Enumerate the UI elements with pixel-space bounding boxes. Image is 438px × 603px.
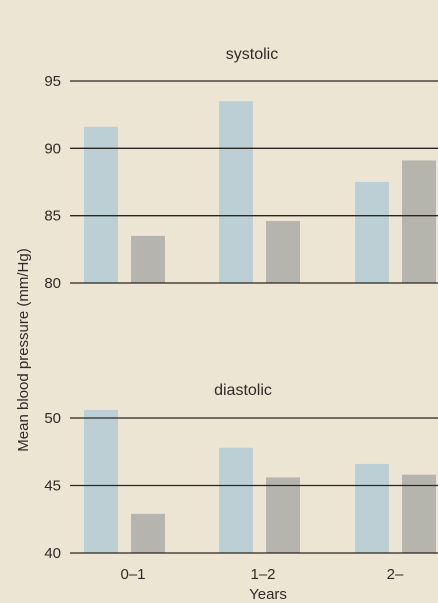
systolic-bar-0-1-series-1: [84, 126, 118, 283]
systolic-bar-0-1-series-2: [131, 235, 165, 283]
systolic-panel-title: systolic: [226, 46, 278, 63]
diastolic-bar-2-plus-series-2: [402, 474, 436, 553]
y-axis-label: Mean blood pressure (mm/Hg): [15, 248, 32, 451]
diastolic-y-tick-label-50: 50: [44, 410, 61, 427]
diastolic-bar-1-2-series-1: [219, 447, 253, 553]
diastolic-bar-0-1-series-2: [131, 513, 165, 553]
systolic-y-tick-label-85: 85: [44, 208, 61, 225]
systolic-bar-2-plus-series-2: [402, 160, 436, 283]
diastolic-bar-0-1-series-1: [84, 409, 118, 553]
systolic-y-tick-label-80: 80: [44, 275, 61, 292]
systolic-bar-1-2-series-1: [219, 101, 253, 283]
x-tick-label-1-2: 1–2: [250, 566, 275, 583]
diastolic-bar-2-plus-series-1: [355, 463, 389, 553]
systolic-bar-1-2-series-2: [266, 221, 300, 283]
systolic-panel: systolic 80 85 90 95: [44, 46, 438, 292]
diastolic-y-tick-label-45: 45: [44, 478, 61, 495]
systolic-y-tick-label-90: 90: [44, 140, 61, 157]
diastolic-y-tick-label-40: 40: [44, 545, 61, 562]
systolic-bar-2-plus-series-1: [355, 182, 389, 283]
x-tick-label-2-plus: 2–: [387, 566, 404, 583]
diastolic-bar-1-2-series-2: [266, 477, 300, 553]
x-tick-label-0-1: 0–1: [120, 566, 145, 583]
diastolic-panel-title: diastolic: [214, 382, 272, 399]
x-axis-tick-labels: 0–1 1–2 2–: [120, 566, 404, 583]
x-axis-label: Years: [249, 586, 287, 603]
diastolic-panel: diastolic 40 45 50: [44, 382, 438, 562]
systolic-y-tick-label-95: 95: [44, 73, 61, 90]
